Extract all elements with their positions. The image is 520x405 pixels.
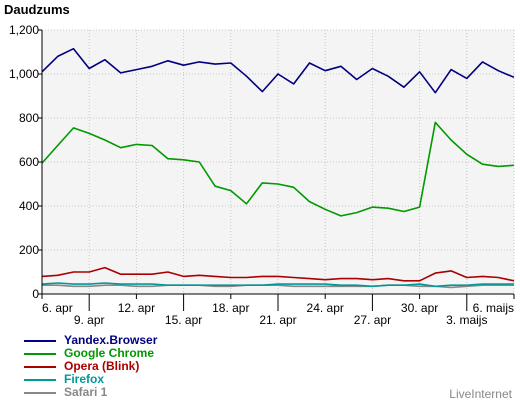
x-tick-label: 9. apr [74, 313, 105, 327]
legend-swatch [24, 391, 56, 394]
legend-swatch [24, 378, 56, 381]
legend: Yandex.Browser Google Chrome Opera (Blink)… [24, 334, 157, 399]
x-tick-label: 30. apr [401, 301, 438, 315]
chart-title: Daudzums [4, 2, 70, 17]
legend-label: Google Chrome [64, 346, 155, 360]
y-tick-label: 0 [32, 287, 39, 301]
x-tick-label: 6. maijs [473, 301, 514, 315]
y-tick-label: 200 [19, 243, 39, 257]
legend-label: Yandex.Browser [64, 333, 158, 347]
gridlines [42, 29, 515, 294]
x-tick-label: 12. apr [118, 301, 155, 315]
y-tick-label: 600 [19, 155, 39, 169]
legend-item: Google Chrome [24, 347, 157, 360]
y-axis-ticks: 0 200 400 600 800 1,000 1,200 [9, 23, 42, 301]
x-tick-label: 24. apr [307, 301, 344, 315]
y-tick-label: 800 [19, 111, 39, 125]
x-tick-label: 15. apr [165, 313, 202, 327]
y-tick-label: 1,200 [9, 23, 39, 37]
legend-swatch [24, 352, 56, 355]
legend-swatch [24, 339, 56, 342]
y-tick-label: 400 [19, 199, 39, 213]
legend-label: Opera (Blink) [64, 359, 140, 373]
x-tick-label: 21. apr [259, 313, 296, 327]
legend-item: Firefox [24, 373, 157, 386]
legend-swatch [24, 365, 56, 368]
legend-item: Opera (Blink) [24, 360, 157, 373]
legend-label: Safari 1 [64, 385, 108, 399]
x-tick-label: 3. maijs [446, 313, 487, 327]
x-tick-label: 6. apr [42, 301, 73, 315]
x-tick-label: 27. apr [354, 313, 391, 327]
series-line [41, 266, 515, 282]
legend-item: Safari 1 [24, 386, 157, 399]
y-tick-label: 1,000 [9, 67, 39, 81]
series-line [41, 121, 515, 217]
brand-label: LiveInternet [449, 387, 512, 401]
legend-item: Yandex.Browser [24, 334, 157, 347]
series-line [41, 47, 515, 94]
x-tick-label: 18. apr [212, 301, 249, 315]
line-chart: Daudzums 0 200 400 600 800 1,000 1,200 6. apr9… [4, 2, 515, 327]
series-lines [41, 47, 515, 289]
legend-label: Firefox [64, 372, 105, 386]
series-line [41, 282, 514, 288]
